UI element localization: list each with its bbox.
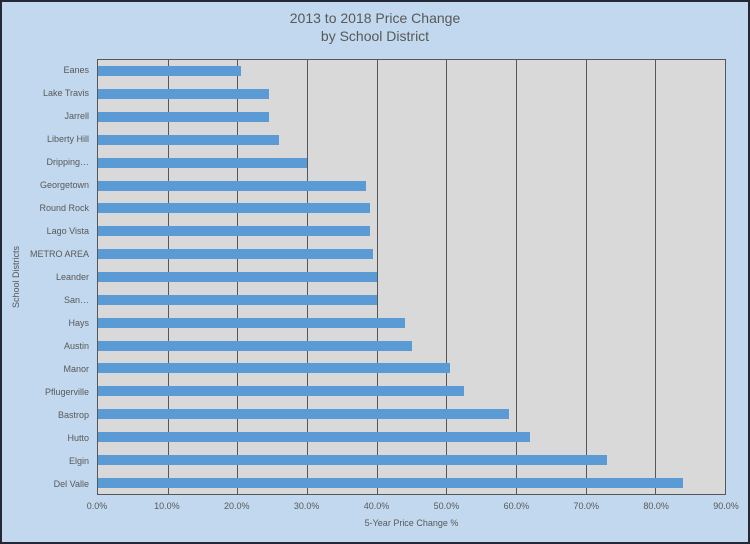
category-label: Lago Vista <box>46 226 89 237</box>
chart-title-line1: 2013 to 2018 Price Change <box>289 10 461 26</box>
category-label: Bastrop <box>57 409 89 420</box>
category-axis: Eanes Lake Travis Jarrell Liberty Hill Dripp… <box>2 59 89 495</box>
category-label: METRO AREA <box>29 249 89 260</box>
bar-row <box>98 380 725 403</box>
x-tick-label: 40.0% <box>363 501 390 511</box>
x-tick-label: 20.0% <box>224 501 250 511</box>
gridline <box>585 60 587 494</box>
bar <box>98 226 370 237</box>
x-tick-label: 80.0% <box>643 501 669 511</box>
category-label: Del Valle <box>53 478 89 489</box>
bar-row <box>98 83 725 106</box>
bar <box>98 249 374 260</box>
category-label: Lake Travis <box>42 88 89 99</box>
gridline <box>516 60 517 494</box>
category-label: San… <box>63 295 89 305</box>
bar <box>98 157 307 168</box>
category-label: Eanes <box>63 65 89 76</box>
bar <box>98 112 269 123</box>
bar-rows <box>98 60 725 494</box>
bar <box>98 203 370 214</box>
category-label: Hays <box>68 317 89 328</box>
bar-row <box>98 60 725 83</box>
bar <box>98 363 450 374</box>
gridline <box>376 60 378 494</box>
bar-row <box>98 426 725 449</box>
bar <box>98 180 367 191</box>
bar-row <box>98 311 725 334</box>
bar-row <box>98 174 725 197</box>
category-label: Elgin <box>68 455 89 466</box>
bar <box>98 66 241 77</box>
x-tick-label: 10.0% <box>154 501 180 511</box>
bar-row <box>98 448 725 471</box>
bar-row <box>98 266 725 289</box>
bar-row <box>98 288 725 311</box>
bar-row <box>98 471 725 494</box>
chart-title-line2: by School District <box>320 28 430 44</box>
bar-row <box>98 243 725 266</box>
x-tick-label: 60.0% <box>503 501 530 511</box>
category-label: Jarrell <box>64 111 89 122</box>
category-label: Liberty Hill <box>46 134 89 145</box>
category-label: Georgetown <box>39 180 89 191</box>
bar-row <box>98 129 725 152</box>
category-label: Dripping… <box>46 157 89 168</box>
bar <box>98 272 377 283</box>
x-tick-label: 50.0% <box>433 501 460 511</box>
category-label: Leander <box>55 272 89 283</box>
category-label: Manor <box>63 363 89 374</box>
bar <box>98 477 684 488</box>
x-axis-ticks: 0.0% 10.0% 20.0% 30.0% 40.0% 50.0% 60.0% 70.0% 8… <box>87 501 739 513</box>
bar <box>98 386 464 397</box>
category-label: Round Rock <box>39 203 89 214</box>
bar-row <box>98 151 725 174</box>
bar-row <box>98 106 725 129</box>
bar-row <box>98 197 725 220</box>
bar <box>98 340 412 351</box>
category-label: Hutto <box>67 432 89 443</box>
bar-row <box>98 334 725 357</box>
plot-area <box>97 59 726 495</box>
bar <box>98 134 280 145</box>
bar <box>98 89 269 100</box>
gridline <box>655 60 657 494</box>
x-tick-label: 70.0% <box>573 501 599 511</box>
category-label: Pflugerville <box>44 386 89 397</box>
bar-row <box>98 220 725 243</box>
x-axis-title: 5-Year Price Change % <box>364 518 459 528</box>
gridline <box>446 60 448 494</box>
chart-title: 2013 to 2018 Price Change by School Dist… <box>2 9 748 45</box>
bar <box>98 454 607 465</box>
bar <box>98 317 405 328</box>
bar <box>98 409 510 420</box>
bar <box>98 294 377 305</box>
bar-row <box>98 403 725 426</box>
bar <box>98 431 530 442</box>
bar-row <box>98 357 725 380</box>
category-label: Austin <box>63 340 89 351</box>
x-tick-label: 90.0% <box>713 501 739 511</box>
x-tick-label: 0.0% <box>86 501 108 511</box>
x-tick-label: 30.0% <box>293 501 320 511</box>
